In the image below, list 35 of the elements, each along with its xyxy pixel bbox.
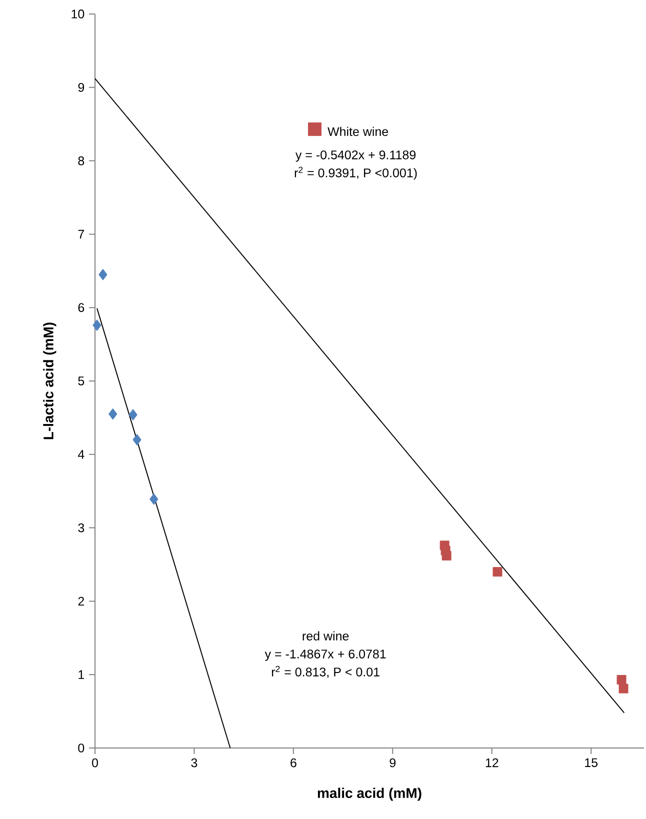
x-tick-label: 15 (585, 758, 598, 768)
x-tick-label: 3 (191, 758, 198, 768)
legend-label: White wine (328, 126, 388, 136)
y-axis-title: L-lactic acid (mM) (43, 322, 56, 440)
y-tick-label: 5 (78, 376, 84, 386)
point (98, 268, 108, 280)
y-tick-label: 1 (78, 670, 84, 679)
point (149, 493, 158, 505)
y-tick-label: 0 (78, 744, 84, 752)
y-tick-label: 3 (78, 523, 84, 532)
y-tick-label: 8 (78, 156, 84, 166)
y-tick-label: 4 (78, 450, 84, 459)
annotation: red wine (302, 631, 349, 640)
point (92, 319, 102, 331)
y-tick-label: 10 (72, 10, 84, 18)
x-tick-label: 9 (390, 758, 396, 768)
x-axis-title: malic acid (mM) (318, 788, 422, 801)
point (442, 550, 452, 560)
annotation: r$^{2}$ = 0.9391, P <0.001) (294, 166, 417, 180)
annotation: y = -0.5402x + 9.1189 (295, 150, 416, 162)
x-tick-label: 0 (92, 758, 98, 768)
y-tick-label: 7 (78, 230, 84, 238)
point (492, 567, 502, 577)
x-tick-label: 12 (486, 758, 498, 768)
point (616, 674, 626, 684)
point (128, 409, 138, 421)
y-tick-label: 2 (78, 596, 84, 606)
y-tick-label: 9 (78, 82, 84, 92)
annotation: y = -1.4867x + 6.0781 (264, 650, 386, 661)
point (618, 684, 628, 694)
annotation: r$^{2}$ = 0.813, P < 0.01 (272, 666, 380, 678)
point (108, 408, 118, 420)
point (132, 434, 142, 446)
y-tick-label: 6 (78, 303, 84, 312)
x-tick-label: 6 (290, 758, 296, 768)
